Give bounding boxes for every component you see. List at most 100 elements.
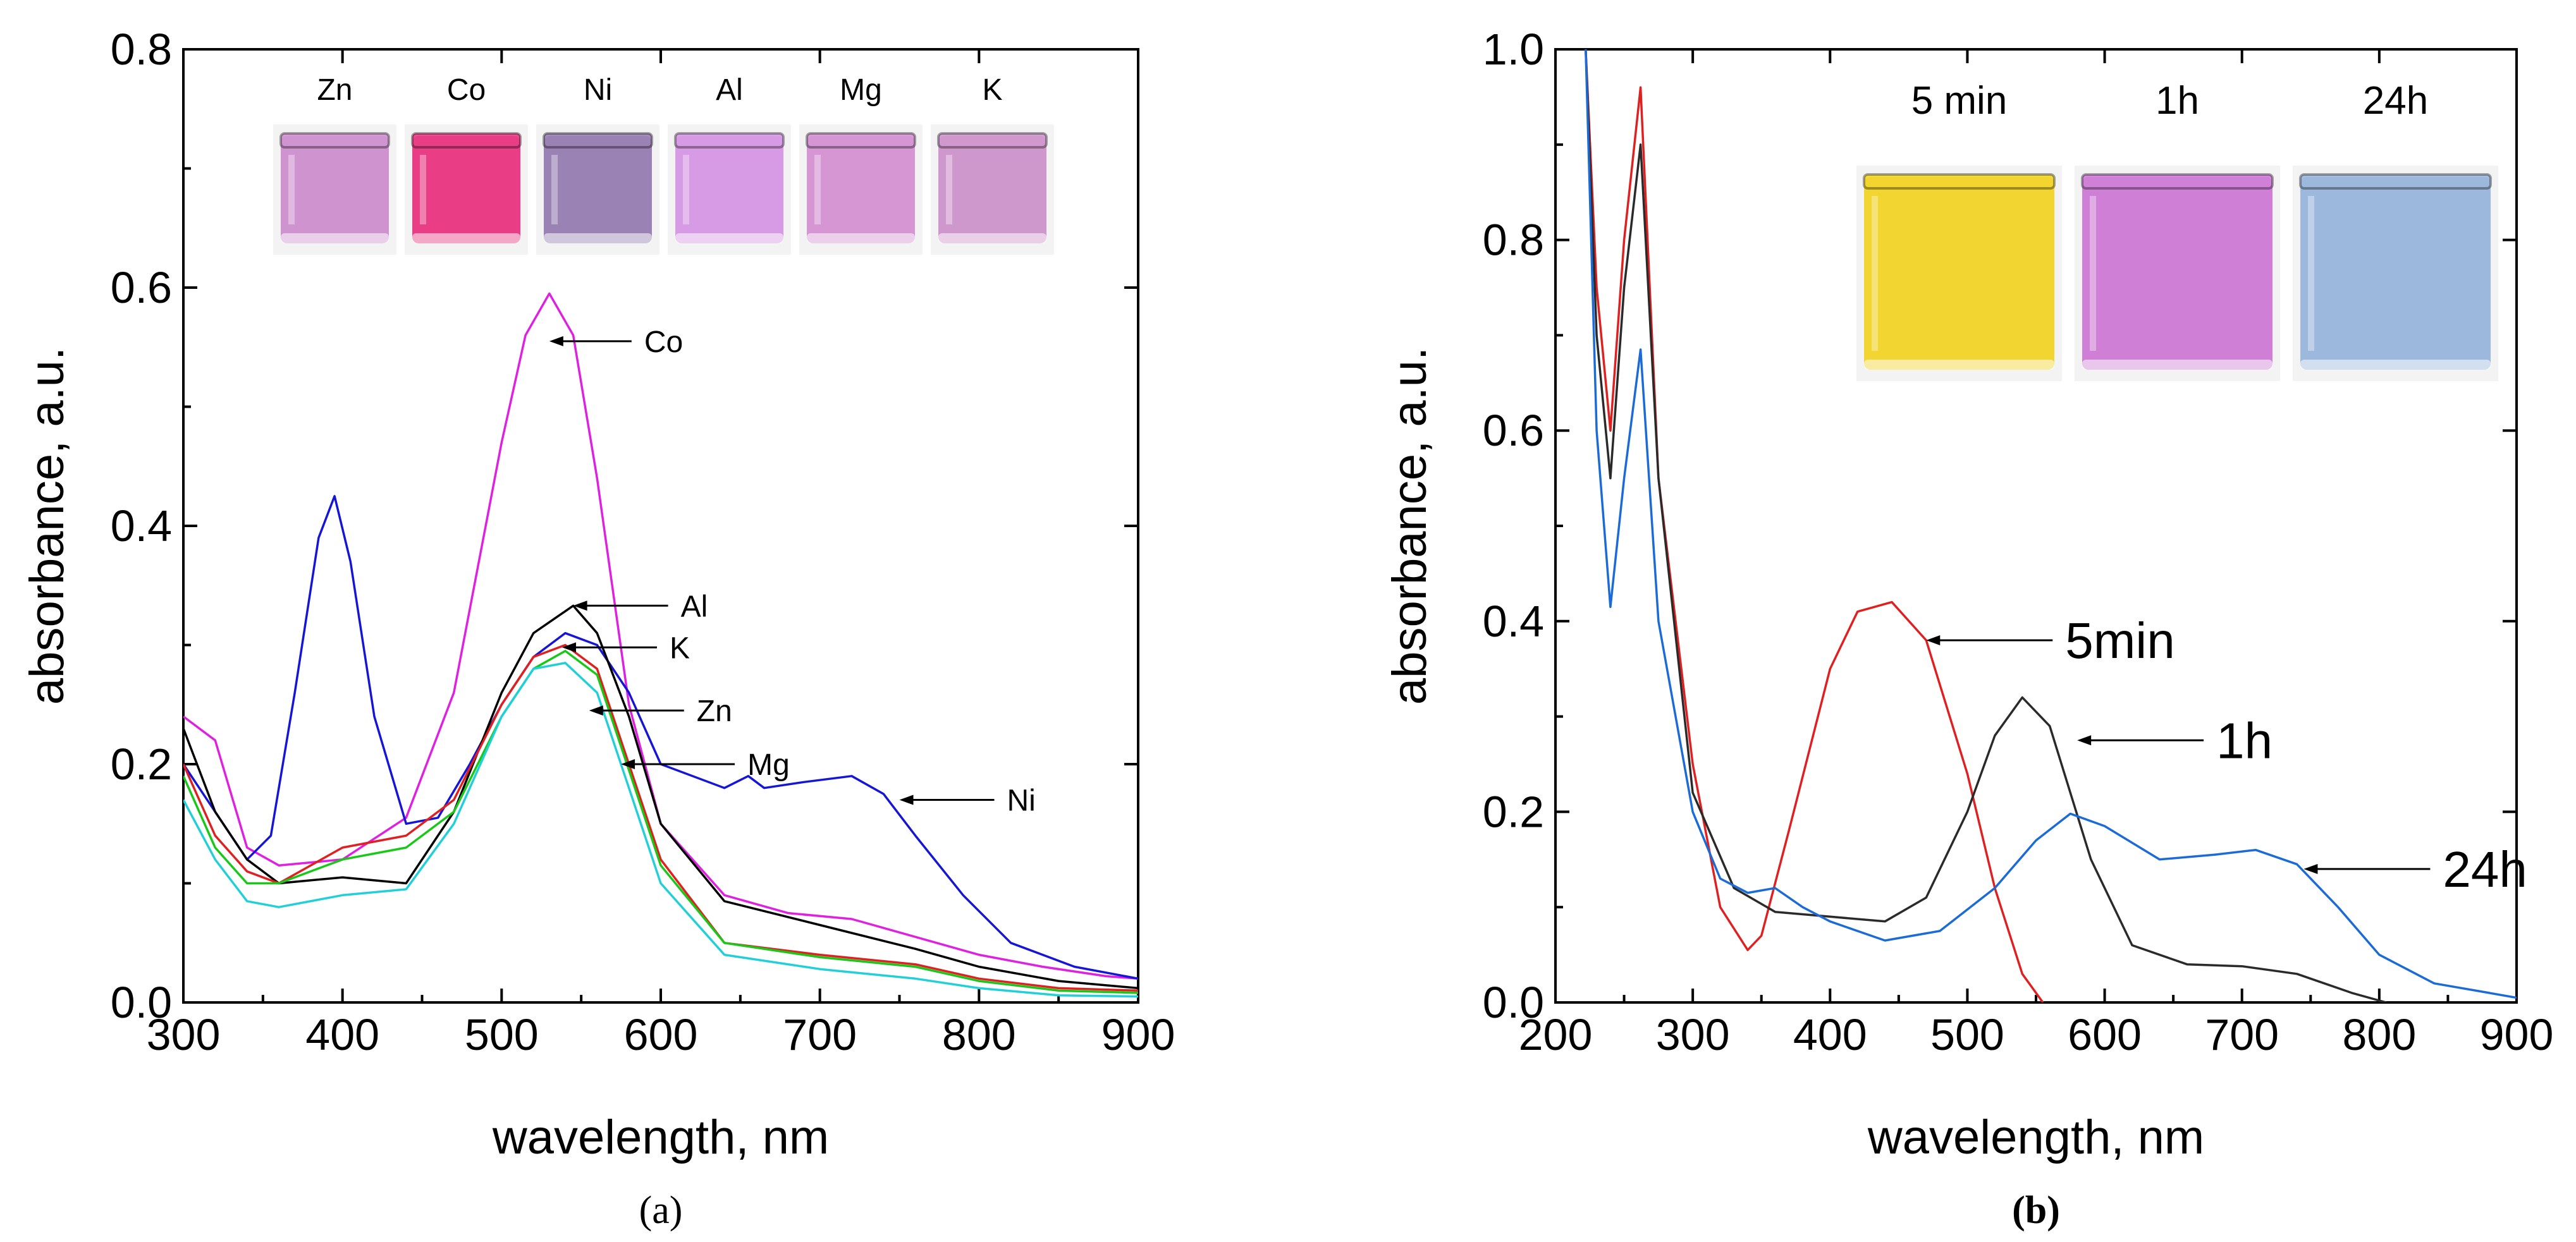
vial-liquid <box>2300 177 2491 370</box>
vial-liquid <box>412 136 520 243</box>
vial-meniscus <box>2081 173 2274 190</box>
annotation-label-al: Al <box>681 590 708 623</box>
arrow-head <box>573 600 587 611</box>
vial-meniscus <box>279 132 390 149</box>
vial-meniscus <box>411 132 522 149</box>
vial-base <box>1864 360 2054 370</box>
x-tick-label: 500 <box>465 1010 539 1059</box>
x-tick-label: 800 <box>942 1010 1016 1059</box>
vial-liquid <box>544 136 652 243</box>
vial-base <box>938 233 1046 243</box>
vial-photo <box>1856 166 2062 381</box>
vial-base <box>412 233 520 243</box>
vial-photo <box>536 125 659 255</box>
annotation-label-co: Co <box>644 326 683 359</box>
annotation-label-1h: 1h <box>2216 712 2272 769</box>
arrow-head <box>2303 863 2318 874</box>
x-tick-label: 400 <box>1793 1010 1867 1059</box>
x-tick-label: 300 <box>1656 1010 1730 1059</box>
y-tick-label: 0.8 <box>111 25 172 74</box>
x-tick-label: 600 <box>624 1010 698 1059</box>
vial-liquid <box>2082 177 2272 370</box>
panel-label: (a) <box>639 1189 683 1232</box>
arrow-head <box>561 642 576 653</box>
y-tick-label: 0.0 <box>1483 978 1544 1027</box>
series-line-al <box>183 604 1138 990</box>
x-tick-label: 600 <box>2068 1010 2142 1059</box>
series-line-k <box>183 643 1138 992</box>
x-tick-label: 200 <box>1519 1010 1593 1059</box>
y-axis-title: absorbance, a.u. <box>20 347 74 705</box>
y-tick-label: 0.2 <box>1483 787 1544 836</box>
series-line-zn <box>183 650 1138 994</box>
arrow-head <box>899 795 914 805</box>
vial-meniscus <box>2299 173 2492 190</box>
vial-base <box>2300 360 2491 370</box>
vial-photo <box>405 125 528 255</box>
series-line-5min <box>1585 49 2044 1002</box>
inset-label: Zn <box>317 73 352 107</box>
inset-label: Al <box>716 73 743 107</box>
vial-highlight <box>2090 196 2096 351</box>
y-tick-label: 0.8 <box>1483 216 1544 265</box>
vial-base <box>544 233 652 243</box>
annotation-label-5min: 5min <box>2065 612 2174 669</box>
annotation-label-mg: Mg <box>747 748 790 782</box>
vial-photo <box>931 125 1054 255</box>
x-tick-label: 800 <box>2342 1010 2416 1059</box>
inset-label: Mg <box>840 73 882 107</box>
vial-highlight <box>683 155 689 224</box>
inset-label: K <box>982 73 1002 107</box>
vial-photo <box>799 125 923 255</box>
vial-highlight <box>288 155 295 224</box>
vial-liquid <box>281 136 389 243</box>
vial-photo <box>668 125 791 255</box>
panel-label: (b) <box>2012 1189 2060 1232</box>
x-tick-label: 500 <box>1930 1010 2004 1059</box>
panel-a: 300 400 500 600 700 800 900 0.0 0.2 0.4 0.6 0.8 wave… <box>20 25 1175 1232</box>
inset-label: 24h <box>2363 79 2428 123</box>
x-tick-label: 900 <box>2480 1010 2554 1059</box>
annotation-label-ni: Ni <box>1007 784 1036 818</box>
arrow-head <box>2077 735 2092 746</box>
panel-b: 200 300 400 500 600 700 800 900 0.0 0.2 0.4 0.6 0.8 1… <box>1383 25 2553 1232</box>
inset-label: 1h <box>2156 79 2199 123</box>
x-tick-label: 700 <box>2205 1010 2279 1059</box>
vial-liquid <box>807 136 915 243</box>
vial-highlight <box>420 155 426 224</box>
y-tick-label: 0.4 <box>1483 597 1544 646</box>
y-tick-label: 0.6 <box>111 263 172 312</box>
vial-meniscus <box>1863 173 2056 190</box>
y-tick-label: 0.6 <box>1483 406 1544 455</box>
y-axis-title: absorbance, a.u. <box>1383 347 1437 705</box>
vial-meniscus <box>543 132 653 149</box>
arrow-head <box>549 336 563 346</box>
series-line-24h <box>1585 49 2517 999</box>
series-line-ni <box>183 495 1138 980</box>
y-tick-label: 0.2 <box>111 740 172 789</box>
x-tick-label: 700 <box>783 1010 857 1059</box>
x-tick-label: 300 <box>147 1010 221 1059</box>
vial-highlight <box>814 155 821 224</box>
y-tick-label: 0.4 <box>111 501 172 551</box>
annotation-label-24h: 24h <box>2443 841 2527 898</box>
vial-meniscus <box>674 132 785 149</box>
vial-liquid <box>938 136 1046 243</box>
vial-highlight <box>2308 196 2314 351</box>
vial-photo <box>273 125 396 255</box>
annotation-label-k: K <box>670 631 690 665</box>
inset-label: Ni <box>584 73 612 107</box>
arrow-head <box>1926 635 1941 645</box>
arrow-head <box>589 705 603 716</box>
y-tick-label: 1.0 <box>1483 25 1544 74</box>
vial-base <box>807 233 915 243</box>
vial-liquid <box>675 136 783 243</box>
vial-liquid <box>1864 177 2054 370</box>
x-axis-title: wavelength, nm <box>1867 1111 2204 1164</box>
vial-base <box>281 233 389 243</box>
annotation-label-zn: Zn <box>697 695 732 728</box>
x-tick-label: 400 <box>305 1010 379 1059</box>
arrow-head <box>621 759 635 769</box>
x-axis-title: wavelength, nm <box>492 1111 829 1164</box>
